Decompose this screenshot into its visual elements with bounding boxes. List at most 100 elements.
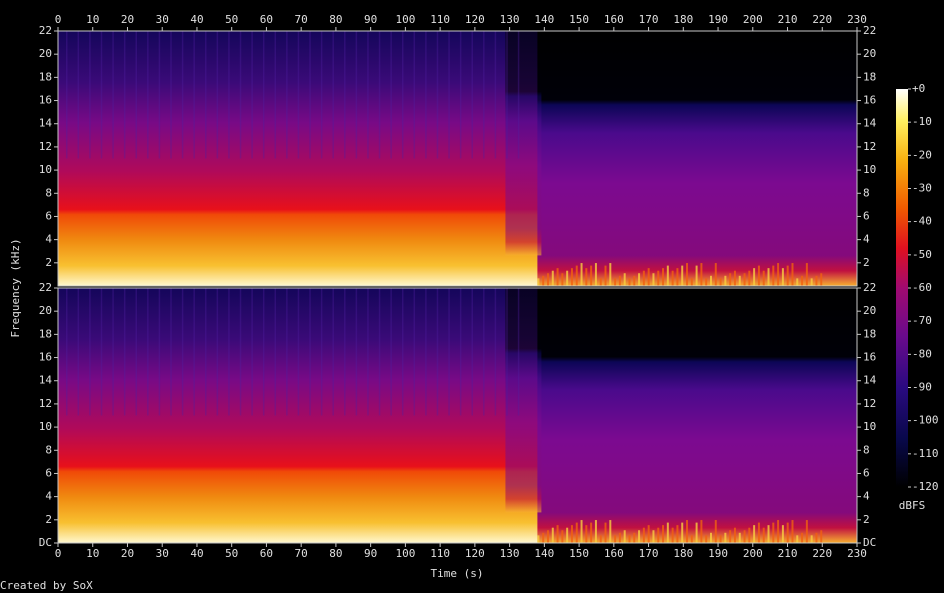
colorbar-tick-label: -30 bbox=[912, 182, 932, 195]
spectrogram-speckle bbox=[700, 263, 703, 286]
x-tick-label: 50 bbox=[225, 13, 238, 26]
spectrogram-speckle bbox=[671, 527, 674, 543]
y-tick-label: 4 bbox=[45, 233, 52, 246]
y-tick-label: 12 bbox=[863, 397, 876, 410]
x-tick-label: 200 bbox=[743, 13, 763, 26]
spectrogram-streak bbox=[459, 31, 462, 159]
spectrogram-speckle bbox=[566, 527, 569, 543]
spectrogram-streak bbox=[506, 31, 508, 159]
y-tick-label: 12 bbox=[39, 397, 52, 410]
y-tick-label: 18 bbox=[863, 70, 876, 83]
x-tick-label: 120 bbox=[465, 547, 485, 560]
spectrogram-image bbox=[537, 288, 857, 543]
spectrogram-speckle bbox=[757, 522, 760, 543]
spectrogram-speckle bbox=[705, 278, 708, 286]
x-tick-label: 150 bbox=[569, 547, 589, 560]
y-tick-label: 20 bbox=[863, 47, 876, 60]
spectrogram-speckle bbox=[801, 532, 804, 543]
spectrogram-speckle bbox=[762, 527, 765, 543]
spectrogram-streak bbox=[123, 31, 126, 159]
spectrogram-speckle bbox=[599, 278, 602, 286]
spectrogram-streak bbox=[320, 31, 323, 159]
spectrogram-speckle bbox=[575, 522, 578, 543]
spectrogram-speckle bbox=[777, 263, 780, 286]
x-tick-label: 30 bbox=[156, 547, 169, 560]
spectrogram-speckle bbox=[570, 268, 573, 286]
spectrogram-speckle bbox=[738, 275, 741, 286]
x-tick-label: 190 bbox=[708, 13, 728, 26]
x-axis-label: Time (s) bbox=[431, 567, 484, 580]
spectrogram-streak bbox=[378, 31, 381, 159]
spectrogram-streak bbox=[436, 31, 439, 159]
spectrogram-speckle bbox=[604, 265, 607, 286]
spectrogram-streak bbox=[89, 31, 91, 159]
spectrogram-speckle bbox=[767, 525, 770, 543]
y-tick-label: 6 bbox=[863, 466, 870, 479]
spectrogram-speckle bbox=[662, 525, 665, 543]
spectrogram-streak bbox=[193, 31, 195, 159]
spectrogram-speckle bbox=[681, 265, 684, 286]
spectrogram-speckle bbox=[719, 535, 722, 543]
spectrogram-streak bbox=[367, 288, 369, 416]
y-tick-label: 20 bbox=[39, 304, 52, 317]
spectrogram-speckle bbox=[695, 522, 698, 543]
spectrogram-streak bbox=[332, 31, 334, 159]
spectrogram-streak bbox=[378, 288, 381, 416]
spectrogram-streak bbox=[65, 31, 68, 159]
plot-frame bbox=[57, 30, 858, 287]
y-tick-label: 8 bbox=[863, 186, 870, 199]
spectrogram-streak bbox=[123, 288, 126, 416]
x-tick-label: 130 bbox=[500, 547, 520, 560]
spectrogram-streak bbox=[77, 288, 80, 416]
spectrogram-blend bbox=[505, 288, 542, 513]
x-tick-label: 0 bbox=[55, 13, 62, 26]
spectrogram-streak bbox=[425, 288, 427, 416]
x-tick-label: 200 bbox=[743, 547, 763, 560]
spectrogram-streak bbox=[390, 31, 392, 159]
spectrogram-streak bbox=[483, 288, 485, 416]
colorbar-tick-label: -50 bbox=[912, 248, 932, 261]
colorbar-tick-label: +0 bbox=[912, 82, 925, 95]
colorbar-tick-label: -80 bbox=[912, 347, 932, 360]
spectrogram-streak bbox=[517, 288, 520, 416]
spectrogram-streak bbox=[471, 288, 473, 416]
spectrogram-speckle bbox=[767, 268, 770, 286]
spectrogram-streak bbox=[239, 31, 242, 159]
spectrogram-streak bbox=[170, 31, 172, 159]
x-tick-label: 20 bbox=[121, 13, 134, 26]
y-tick-label: 10 bbox=[863, 420, 876, 433]
colorbar-tick-label: -120 bbox=[912, 480, 939, 493]
x-tick-label: 220 bbox=[812, 13, 832, 26]
y-tick-label: 22 bbox=[39, 24, 52, 37]
y-tick-label: 2 bbox=[45, 256, 52, 269]
spectrogram-speckle bbox=[614, 278, 617, 286]
y-tick-label: 20 bbox=[863, 304, 876, 317]
spectrogram-speckle bbox=[796, 535, 799, 543]
colorbar-tick-label: -60 bbox=[912, 281, 932, 294]
spectrogram-speckle bbox=[556, 525, 559, 543]
y-tick-label: 14 bbox=[39, 117, 53, 130]
spectrogram-speckle bbox=[561, 273, 564, 286]
spectrogram-speckle bbox=[753, 268, 756, 286]
spectrogram-speckle bbox=[820, 530, 823, 543]
x-tick-label: 40 bbox=[190, 547, 203, 560]
spectrogram-streak bbox=[355, 31, 358, 159]
footer: Created by SoX bbox=[0, 579, 93, 592]
spectrogram-speckle bbox=[805, 520, 808, 543]
spectrogram-speckle bbox=[695, 265, 698, 286]
spectrogram-speckle bbox=[690, 535, 693, 543]
y-tick-label: 8 bbox=[863, 443, 870, 456]
y-tick-label: 10 bbox=[39, 163, 52, 176]
colorbar-tick-label: -100 bbox=[912, 414, 939, 427]
y-tick-label: 22 bbox=[39, 281, 52, 294]
x-tick-label: 50 bbox=[225, 547, 238, 560]
y-tick-label: 22 bbox=[863, 24, 876, 37]
spectrogram-speckle bbox=[647, 268, 650, 286]
spectrogram-speckle bbox=[594, 263, 597, 286]
spectrogram-streak bbox=[286, 288, 288, 416]
spectrogram-streak bbox=[77, 31, 80, 159]
spectrogram-streak bbox=[390, 288, 392, 416]
y-tick-label: 18 bbox=[39, 70, 52, 83]
spectrogram-speckle bbox=[652, 273, 655, 286]
